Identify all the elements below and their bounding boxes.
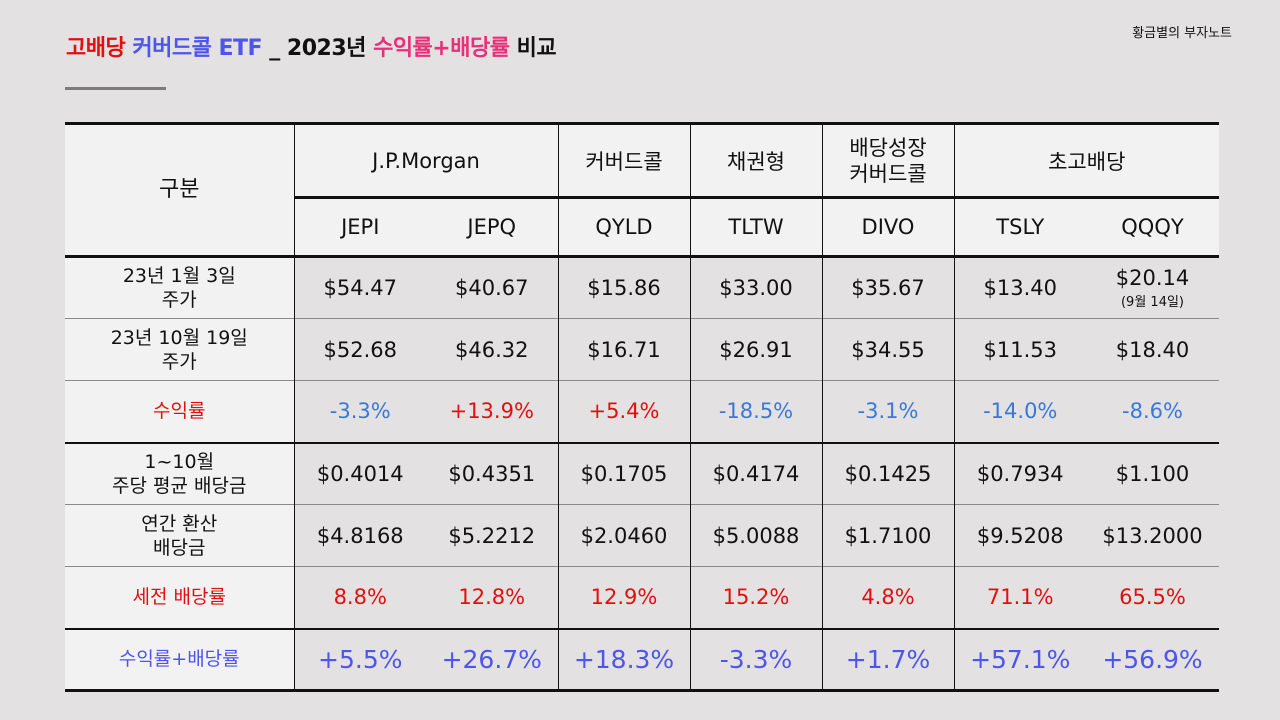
cell-value: 12.8% (426, 566, 558, 629)
table-row-total: 수익률+배당률 +5.5% +26.7% +18.3% -3.3% +1.7% … (65, 627, 1219, 692)
cell-value: -8.6% (1086, 380, 1219, 443)
row-label-avg-dividend: 1~10월 주당 평균 배당금 (65, 441, 294, 505)
ticker-tltw: TLTW (689, 196, 822, 258)
cell-value: $18.40 (1086, 318, 1219, 381)
cell-value: 4.8% (821, 566, 954, 629)
cell-value: $40.67 (455, 276, 529, 300)
cell-value: $1.100 (1086, 441, 1219, 505)
group-header-row: 구분 J.P.Morgan 커버드콜 채권형 배당성장 커버드콜 초고배당 (65, 122, 1219, 258)
cell-value: $0.4174 (689, 441, 822, 505)
cell-value: 12.9% (557, 566, 690, 629)
page-title: 고배당 커버드콜 ETF _ 2023년 수익률+배당률 비교 (66, 30, 557, 62)
title-underline (65, 87, 166, 90)
table-row-return: 수익률 -3.3% +13.9% +5.4% -18.5% -3.1% -14.… (65, 380, 1219, 443)
ticker-tsly: TSLY (953, 196, 1086, 258)
cell-value: +57.1% (953, 627, 1086, 692)
cell-value: +5.4% (557, 380, 690, 443)
row-label-end-price: 23년 10월 19일 주가 (65, 318, 294, 381)
author-label: 황금별의 부자노트 (1132, 26, 1232, 41)
table-row-annual-dividend: 연간 환산 배당금 $4.8168 $5.2212 $2.0460 $5.008… (65, 504, 1219, 567)
group-jpmorgan: J.P.Morgan (293, 122, 558, 198)
cell-value: +56.9% (1086, 627, 1219, 692)
title-return-dividend: 수익률+배당률 (373, 36, 510, 61)
cell-value: +26.7% (426, 627, 558, 692)
cell-value: +18.3% (557, 627, 690, 692)
cell-value: -3.3% (689, 627, 822, 692)
cell-value: $52.68 (293, 318, 426, 381)
cell-value: -14.0% (953, 380, 1086, 443)
title-year: _ 2023년 (269, 36, 366, 61)
ticker-header-row: JEPI JEPQ QYLD TLTW DIVO TSLY QQQY (65, 196, 1219, 258)
cell-value: $33.00 (689, 256, 822, 319)
row-label-return: 수익률 (65, 380, 294, 443)
cell-qqqy-start: $20.14 (9월 14일) (1086, 257, 1219, 319)
cell-value: $0.7934 (953, 441, 1086, 505)
cell-value: $46.32 (426, 318, 558, 381)
cell-value: $9.5208 (953, 504, 1086, 567)
cell-value: $0.1425 (821, 441, 954, 505)
title-compare: 비교 (516, 36, 557, 61)
cell-value: $5.2212 (426, 504, 558, 567)
cell-value: +5.5% (293, 627, 426, 692)
ticker-qqqy: QQQY (1086, 196, 1219, 258)
cell-value: $20.14 (1115, 266, 1190, 290)
group-bond: 채권형 (689, 122, 822, 198)
ticker-qyld: QYLD (557, 196, 690, 258)
cell-value: -3.3% (293, 380, 426, 443)
cell-value: +1.7% (821, 627, 954, 692)
table-row-end-price: 23년 10월 19일 주가 $52.68 $46.32 $16.71 $26.… (65, 318, 1219, 381)
corner-cell: 구분 (65, 122, 294, 258)
cell-value: $0.1705 (557, 441, 690, 505)
cell-value: +13.9% (426, 380, 558, 443)
group-dividend-growth: 배당성장 커버드콜 (821, 122, 954, 198)
cell-value: 65.5% (1086, 566, 1219, 629)
row-label-pretax-yield: 세전 배당률 (65, 566, 294, 629)
cell-value: $26.91 (689, 318, 822, 381)
cell-value: $34.55 (821, 318, 954, 381)
cell-value: $0.4014 (293, 441, 426, 505)
cell-value: -18.5% (689, 380, 822, 443)
row-label-start-price: 23년 1월 3일 주가 (65, 256, 294, 319)
cell-value: -3.1% (821, 380, 954, 443)
cell-value: $16.71 (557, 318, 690, 381)
cell-value: $54.47 (293, 256, 426, 319)
table-row-start-price: 23년 1월 3일 주가 $54.47 $40.67 $15.86 $33.00… (65, 256, 1219, 319)
cell-value: $1.7100 (821, 504, 954, 567)
title-covered-call-etf: 커버드콜 ETF (132, 36, 263, 61)
table-row-pretax-yield: 세전 배당률 8.8% 12.8% 12.9% 15.2% 4.8% 71.1%… (65, 566, 1219, 629)
cell-value: $5.0088 (689, 504, 822, 567)
ticker-jepi: JEPI (293, 196, 426, 258)
title-high-dividend: 고배당 (66, 36, 126, 61)
cell-value: 71.1% (953, 566, 1086, 629)
table-row-avg-dividend: 1~10월 주당 평균 배당금 $0.4014 $0.4351 $0.1705 … (65, 441, 1219, 505)
row-label-total: 수익률+배당률 (65, 627, 294, 692)
cell-value: $2.0460 (557, 504, 690, 567)
ticker-divo: DIVO (821, 196, 954, 258)
cell-value: $13.40 (953, 256, 1086, 319)
cell-value: 8.8% (293, 566, 426, 629)
cell-value: 15.2% (689, 566, 822, 629)
ticker-jepq: JEPQ (426, 196, 558, 258)
cell-value: $4.8168 (293, 504, 426, 567)
group-covered-call: 커버드콜 (557, 122, 690, 198)
cell-note: (9월 14일) (1120, 295, 1184, 310)
cell-value: $11.53 (953, 318, 1086, 381)
cell-value: $35.67 (821, 256, 954, 319)
comparison-table: 구분 J.P.Morgan 커버드콜 채권형 배당성장 커버드콜 초고배당 JE… (65, 122, 1219, 692)
row-label-annual-dividend: 연간 환산 배당금 (65, 504, 294, 567)
cell-value: $15.86 (557, 256, 690, 319)
cell-value: $0.4351 (426, 441, 558, 505)
cell-value: $13.2000 (1086, 504, 1219, 567)
group-ultra-high-dividend: 초고배당 (953, 122, 1219, 198)
